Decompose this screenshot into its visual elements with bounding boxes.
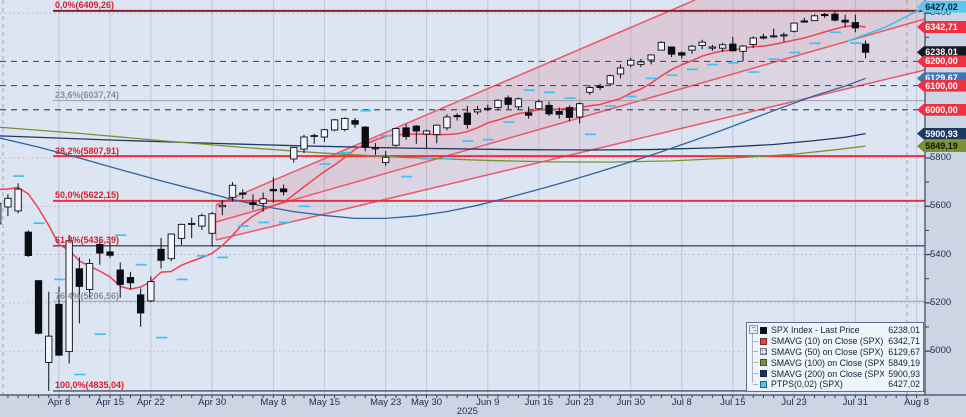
legend-item-value: 6342,71 — [888, 336, 920, 347]
legend-item-label: SMAVG (200) on Close (SPX) — [770, 368, 885, 379]
date-axis-tick-label: Jul 23 — [781, 397, 807, 408]
price-chip: 6100,00 — [917, 79, 966, 92]
fib-level-label: 38,2%(5807,91) — [55, 145, 120, 156]
date-axis-tick-label: Jul 31 — [842, 397, 869, 408]
price-chip: 6200,00 — [917, 55, 966, 68]
price-chip: 6427,02 — [917, 0, 966, 13]
date-axis-tick-label: May 15 — [308, 397, 340, 408]
price-axis-tick-label: 5600 — [930, 200, 952, 212]
legend-swatch — [760, 337, 767, 345]
legend-item-label: SMAVG (100) on Close (SPX) — [770, 357, 885, 368]
chart-legend[interactable]: − SPX Index - Last Price 6238,01 SMAVG (10… — [746, 322, 924, 392]
regression-channel-line — [215, 0, 696, 206]
legend-swatch — [760, 380, 767, 388]
fib-level-label: 23,6%(6037,74) — [55, 90, 120, 101]
legend-item-value: 6129,67 — [888, 346, 920, 357]
date-axis-tick-label: Apr 8 — [47, 397, 71, 408]
fib-level-label: 0,0%(6409,26) — [55, 0, 115, 11]
price-axis-tick-label: 5400 — [930, 248, 952, 260]
legend-tree-rail — [752, 327, 753, 383]
smavg-100--line — [0, 126, 866, 163]
legend-item-value: 6427,02 — [888, 379, 920, 390]
fib-level-label: 76,4%(5206,56) — [55, 290, 120, 301]
date-axis-tick-label: Jun 30 — [616, 397, 645, 408]
price-chip: 6342,71 — [917, 21, 966, 33]
date-axis-tick-label: Apr 30 — [198, 397, 227, 408]
regression-channel-line — [215, 18, 925, 223]
date-axis-tick-label: Jul 15 — [720, 397, 746, 408]
legend-swatch — [760, 326, 767, 334]
legend-item-label: SMAVG (50) on Close (SPX) — [771, 346, 884, 357]
price-chip: 5900,93 — [917, 127, 966, 140]
date-axis-tick-label: Aug 8 — [904, 397, 930, 408]
legend-item-label: SMAVG (10) on Close (SPX) — [771, 336, 884, 347]
legend-swatch — [760, 348, 767, 356]
price-axis-tick-label: 5200 — [930, 296, 952, 308]
smavg-200--line — [0, 132, 866, 151]
date-axis-tick-label: Apr 22 — [136, 397, 165, 408]
legend-item-value: 6238,01 — [888, 325, 920, 336]
legend-row[interactable]: SMAVG (10) on Close (SPX) 6342,71 — [760, 336, 920, 347]
price-chip: 5849,19 — [917, 140, 966, 153]
fib-level-label: 100,0%(4835,04) — [55, 380, 125, 391]
fib-level-label: 61,8%(5436,39) — [55, 235, 120, 246]
price-axis-tick-label: 5800 — [930, 152, 952, 163]
legend-item-label: SPX Index - Last Price — [771, 325, 860, 336]
legend-row[interactable]: SMAVG (50) on Close (SPX) 6129,67 — [760, 347, 920, 358]
date-axis-tick-label: May 30 — [410, 397, 443, 408]
legend-swatch — [759, 370, 767, 378]
legend-row[interactable]: SMAVG (200) on Close (SPX) 5900,93 — [759, 368, 920, 379]
date-axis-tick-label: Jun 23 — [565, 397, 594, 408]
fib-level-label: 50,0%(5622,15) — [55, 190, 120, 201]
legend-swatch — [759, 359, 767, 367]
legend-row[interactable]: PTPS(0,02) (SPX) 6427,02 — [760, 379, 920, 390]
legend-row[interactable]: SPX Index - Last Price 6238,01 — [760, 325, 920, 336]
price-axis-tick-label: 6400 — [930, 7, 952, 19]
legend-item-label: PTPS(0,02) (SPX) — [771, 379, 843, 390]
date-axis-tick-label: May 8 — [260, 397, 287, 408]
date-axis-tick-label: Jun 9 — [476, 397, 500, 408]
date-axis-tick-label: Jun 16 — [524, 397, 554, 408]
price-axis-tick-label: 5000 — [930, 345, 952, 357]
date-axis-tick-label: May 23 — [370, 397, 402, 408]
plot-layers — [0, 0, 925, 395]
date-axis-tick-label: Apr 15 — [96, 397, 124, 408]
legend-row[interactable]: SMAVG (100) on Close (SPX) 5849,19 — [759, 357, 920, 368]
legend-item-value: 5849,19 — [888, 357, 920, 368]
ptps-tail-line — [847, 8, 922, 42]
price-chip: 6000,00 — [917, 103, 966, 116]
smavg-50--line — [0, 77, 866, 219]
legend-item-value: 5900,93 — [888, 368, 920, 379]
date-axis-tick-label: Jul 8 — [671, 397, 692, 408]
smavg-10-line — [0, 24, 866, 290]
axis-year-label: 2025 — [456, 406, 478, 417]
candles-layer — [0, 10, 870, 391]
price-chip: 6238,01 — [917, 46, 966, 59]
